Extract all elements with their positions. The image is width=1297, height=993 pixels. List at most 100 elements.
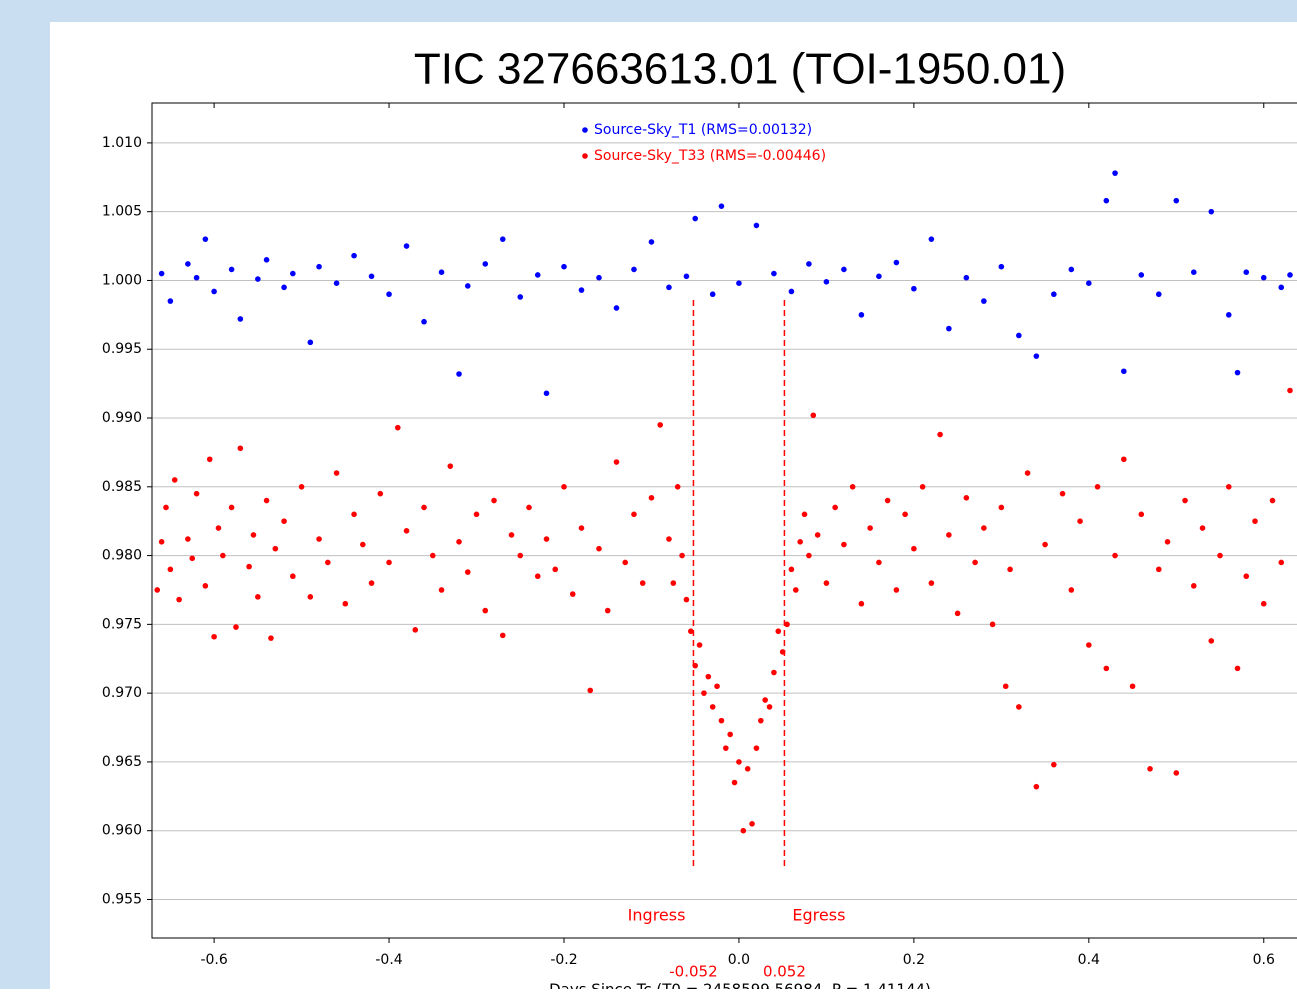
point: [841, 541, 847, 548]
point: [718, 717, 725, 724]
point: [810, 412, 817, 419]
x-tick-label: -0.2: [550, 952, 577, 968]
y-tick-label: 0.970: [102, 685, 142, 701]
point: [683, 273, 690, 280]
point: [325, 559, 331, 566]
point: [981, 298, 987, 304]
point: [517, 294, 524, 300]
point: [631, 266, 637, 273]
point: [749, 821, 755, 827]
point: [158, 539, 165, 545]
point: [272, 545, 279, 552]
point: [298, 483, 305, 490]
chart-title: TIC 327663613.01 (TOI-1950.01): [414, 45, 1066, 94]
point: [206, 456, 213, 463]
point: [333, 280, 340, 287]
point: [464, 569, 471, 575]
point: [622, 559, 629, 566]
point: [849, 483, 856, 490]
point: [709, 291, 716, 298]
annotation-value: 0.052: [763, 963, 806, 981]
point: [1077, 518, 1083, 524]
point: [1121, 368, 1127, 375]
panel: [50, 22, 1297, 989]
point: [937, 431, 943, 438]
point: [604, 607, 611, 614]
point: [456, 539, 462, 545]
point: [1033, 353, 1040, 359]
point: [989, 621, 996, 628]
y-tick-label: 1.000: [102, 272, 142, 288]
y-tick-label: 1.005: [102, 204, 142, 220]
point: [718, 203, 725, 209]
plot-frame: [151, 102, 1297, 939]
point: [1094, 483, 1101, 490]
point: [438, 269, 445, 276]
point: [1016, 332, 1022, 339]
point: [250, 532, 257, 538]
x-tick-label: 0.2: [903, 952, 925, 968]
point: [377, 490, 384, 497]
point: [185, 536, 191, 542]
point: [517, 552, 524, 559]
point: [386, 559, 392, 566]
point: [806, 552, 812, 559]
point: [1112, 552, 1118, 559]
point: [1051, 291, 1057, 298]
point: [290, 270, 296, 277]
point: [193, 490, 200, 497]
point: [792, 587, 799, 593]
point: [1103, 665, 1110, 672]
point: [998, 263, 1005, 270]
point: [220, 552, 226, 559]
point: [1225, 312, 1232, 318]
point: [394, 424, 401, 431]
point: [1260, 274, 1267, 281]
point: [421, 318, 427, 325]
point: [696, 642, 703, 648]
point: [202, 236, 209, 242]
point: [714, 683, 720, 690]
point: [666, 536, 672, 542]
point: [351, 252, 357, 259]
point: [587, 687, 594, 694]
point: [1024, 470, 1031, 476]
point: [893, 259, 900, 266]
point: [281, 518, 287, 524]
y-tick-label: 0.990: [102, 410, 142, 426]
point: [762, 697, 768, 703]
point: [368, 273, 375, 280]
point: [499, 632, 506, 639]
point: [963, 495, 970, 501]
point: [464, 283, 471, 289]
point: [534, 272, 541, 278]
point: [758, 717, 764, 724]
point: [1042, 541, 1048, 548]
point: [368, 580, 375, 586]
y-tick-label: 0.985: [102, 479, 142, 495]
point: [788, 288, 795, 295]
point: [801, 511, 808, 518]
point: [771, 270, 777, 277]
point: [753, 745, 760, 751]
point: [648, 239, 655, 245]
point: [692, 215, 698, 222]
annotation-value: -0.052: [669, 963, 717, 981]
point: [1138, 272, 1145, 278]
point: [185, 261, 191, 267]
point: [158, 270, 165, 277]
point: [705, 673, 712, 680]
point: [679, 552, 685, 559]
point: [1252, 518, 1258, 524]
point: [154, 587, 161, 593]
point: [316, 536, 322, 542]
point: [167, 298, 174, 304]
point: [928, 580, 935, 586]
legend-marker: [582, 127, 588, 133]
point: [1112, 170, 1118, 176]
point: [499, 236, 506, 242]
point: [1068, 266, 1075, 273]
point: [403, 243, 410, 249]
point: [981, 525, 987, 531]
